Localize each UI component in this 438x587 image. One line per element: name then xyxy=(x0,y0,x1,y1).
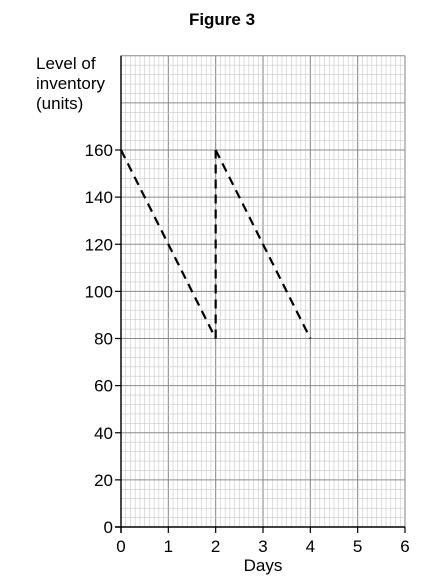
y-tick-label: 60 xyxy=(94,377,113,396)
y-axis-label-line-3: (units) xyxy=(36,94,83,113)
y-tick-label: 140 xyxy=(85,188,113,207)
x-tick-label: 1 xyxy=(164,537,173,556)
y-tick-label: 160 xyxy=(85,141,113,160)
y-axis-label-line-2: inventory xyxy=(36,74,105,93)
series xyxy=(120,149,312,339)
y-tick-label: 80 xyxy=(94,330,113,349)
y-tick-label: 20 xyxy=(94,471,113,490)
x-tick-label: 6 xyxy=(400,537,409,556)
grid xyxy=(120,55,406,528)
x-tick-label: 2 xyxy=(211,537,220,556)
tick-labels: 0 20 40 60 80 100 120 140 160 0 1 2 3 4 5 6 xyxy=(85,141,410,556)
x-tick-label: 4 xyxy=(306,537,315,556)
series-segment xyxy=(120,149,217,339)
y-tick-label: 100 xyxy=(85,282,113,301)
y-tick-label: 40 xyxy=(94,424,113,443)
chart-title: Figure 3 xyxy=(189,10,255,29)
x-tick-label: 5 xyxy=(353,537,362,556)
x-axis-label: Days xyxy=(244,556,283,575)
y-axis-label: Level of inventory (units) xyxy=(36,54,110,113)
x-tick-label: 0 xyxy=(116,537,125,556)
y-tick-label: 0 xyxy=(104,518,113,537)
y-tick-label: 120 xyxy=(85,235,113,254)
axes xyxy=(115,55,405,533)
y-axis-label-line-1: Level of xyxy=(36,54,96,73)
series-segment xyxy=(214,149,312,339)
x-tick-label: 3 xyxy=(258,537,267,556)
